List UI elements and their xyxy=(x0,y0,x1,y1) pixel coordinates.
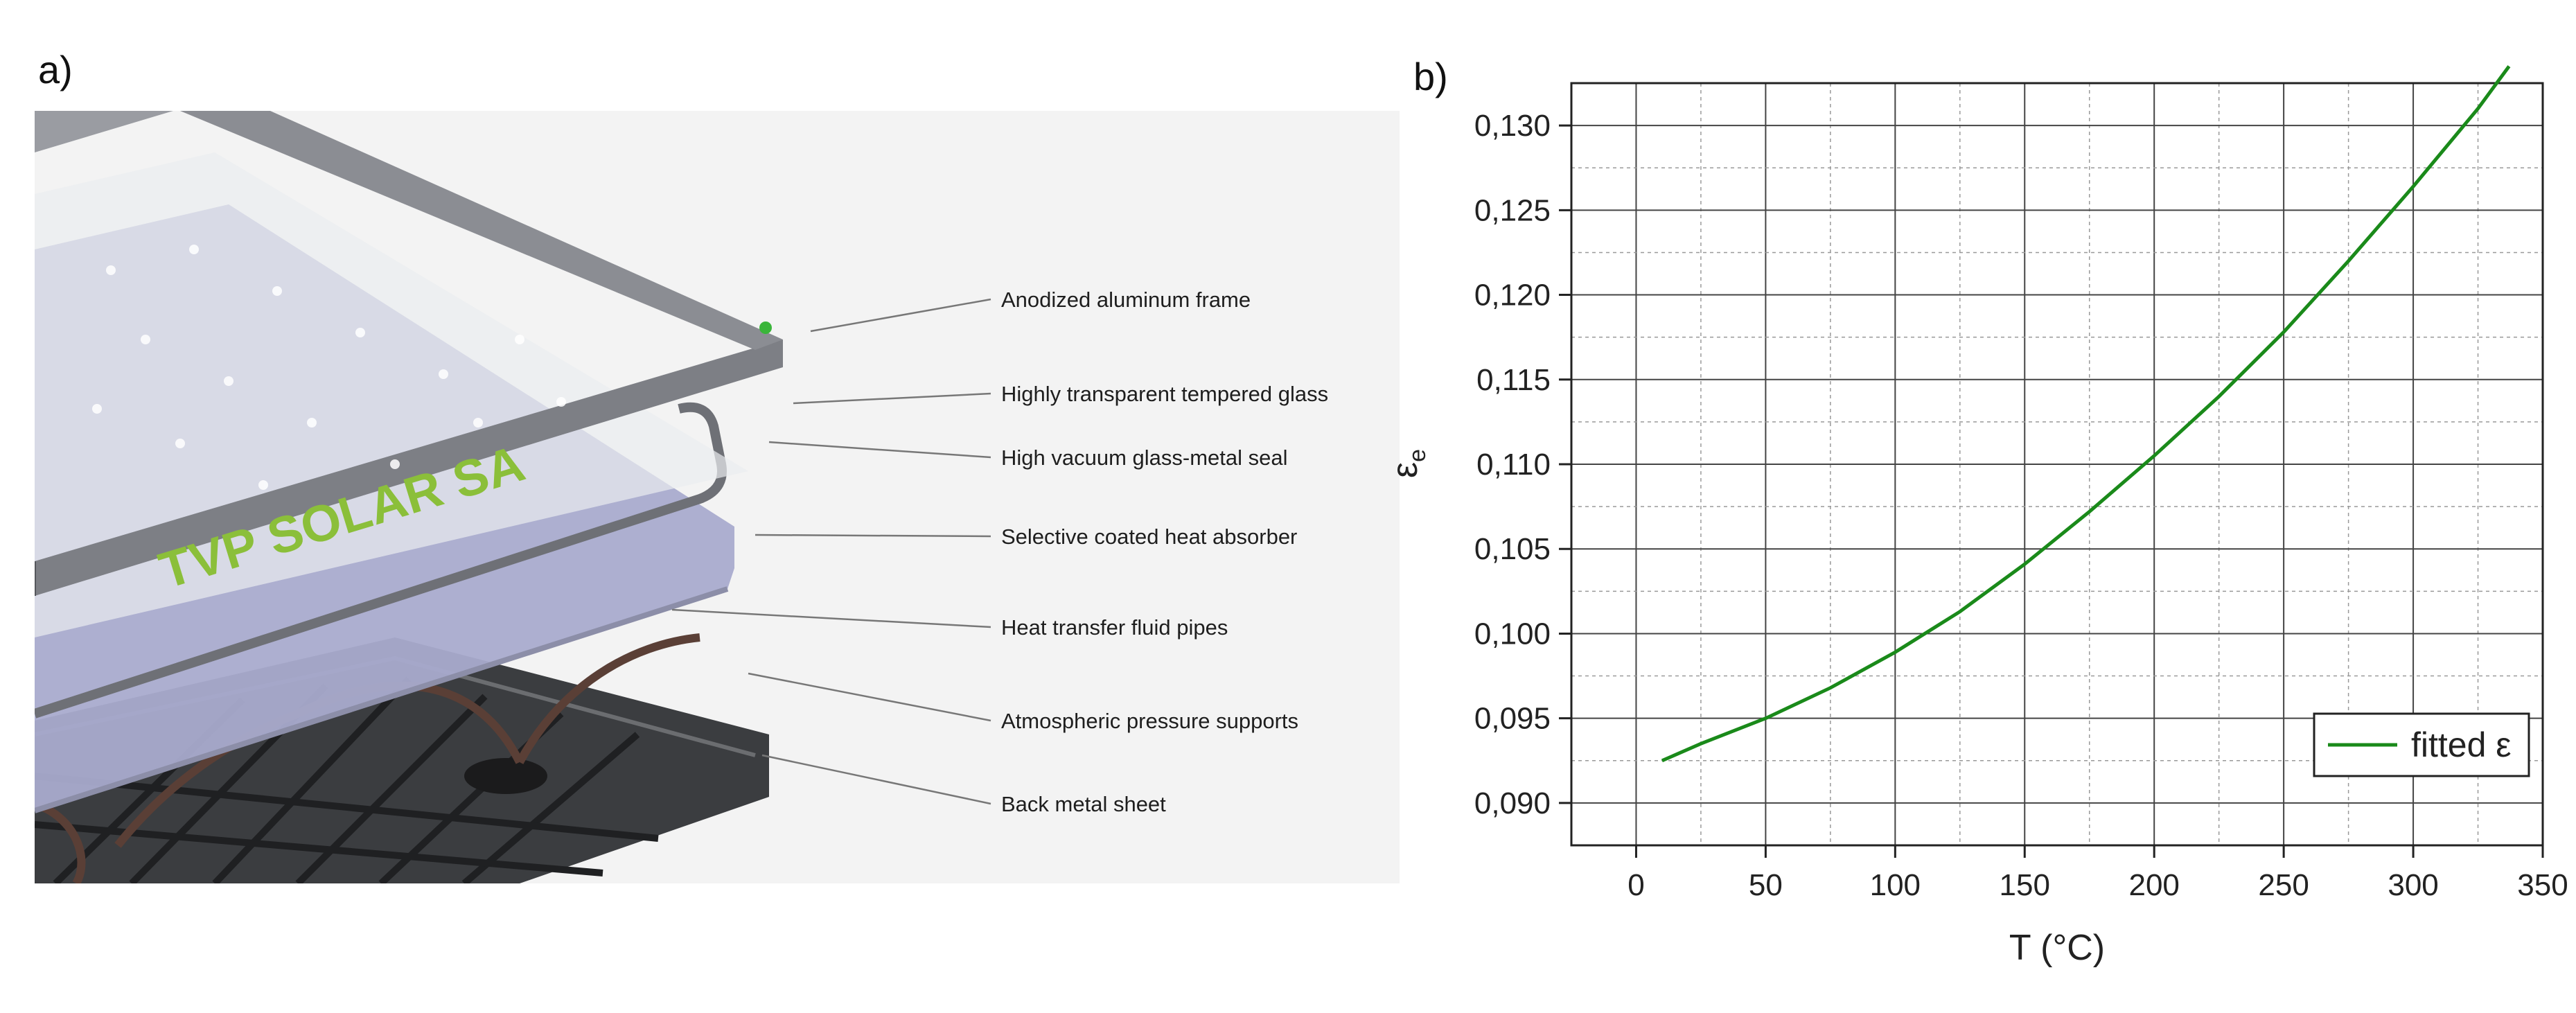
solar-collector-illustration: TVP SOLAR SA Anodized aluminum frame Hig… xyxy=(35,111,1400,883)
x-tick-label: 100 xyxy=(1870,868,1921,902)
panel-label-b: b) xyxy=(1413,55,1448,98)
emissivity-chart: 0 50 100 150 200 250 300 350 0,090 0,095 0,100 0,10… xyxy=(1385,65,2568,968)
y-tick-label: 0,125 xyxy=(1474,193,1551,227)
series-points xyxy=(1661,66,2509,761)
y-tick-label: 0,110 xyxy=(1476,448,1551,482)
y-axis-label: εe xyxy=(1385,449,1431,478)
x-tick-label: 150 xyxy=(2000,868,2050,902)
y-tick-label: 0,130 xyxy=(1474,109,1551,143)
aluminum-frame xyxy=(35,111,783,596)
legend-label-fitted: fitted ε xyxy=(2411,725,2512,764)
y-axis-label-symbol: εe xyxy=(1385,449,1431,478)
callout-back-sheet: Back metal sheet xyxy=(1001,792,1166,816)
chart-tick-labels: 0 50 100 150 200 250 300 350 0,090 0,095 0,100 0,10… xyxy=(1474,109,2568,902)
y-tick-label: 0,090 xyxy=(1474,786,1551,820)
x-tick-label: 200 xyxy=(2128,868,2179,902)
callout-pipes: Heat transfer fluid pipes xyxy=(1001,615,1228,640)
series-line-fitted xyxy=(1661,65,2511,763)
chart-grid xyxy=(1571,83,2543,845)
callout-glass: Highly transparent tempered glass xyxy=(1001,382,1328,406)
callout-frame: Anodized aluminum frame xyxy=(1001,288,1251,312)
chart-legend: fitted ε xyxy=(2313,712,2530,777)
callout-seal: High vacuum glass-metal seal xyxy=(1001,446,1288,470)
y-axis-label-subscript: e xyxy=(1404,449,1431,462)
panel-label-a: a) xyxy=(38,48,73,91)
absorber-holes xyxy=(92,245,566,490)
y-tick-label: 0,105 xyxy=(1474,532,1551,566)
legend-box xyxy=(2313,712,2530,777)
x-tick-label: 300 xyxy=(2388,868,2438,902)
x-tick-label: 350 xyxy=(2517,868,2568,902)
x-tick-label: 50 xyxy=(1749,868,1783,902)
x-axis-label: T (°C) xyxy=(2009,928,2105,968)
chart-ticks xyxy=(1559,124,2544,858)
y-tick-label: 0,095 xyxy=(1474,702,1551,736)
callout-leaders xyxy=(671,298,991,805)
y-tick-label: 0,120 xyxy=(1474,279,1551,312)
y-tick-label: 0,115 xyxy=(1476,363,1551,397)
x-tick-label: 250 xyxy=(2258,868,2309,902)
callout-absorber: Selective coated heat absorber xyxy=(1001,525,1297,549)
x-tick-label: 0 xyxy=(1627,868,1644,902)
callout-supports: Atmospheric pressure supports xyxy=(1001,709,1298,733)
y-tick-label: 0,100 xyxy=(1474,617,1551,651)
